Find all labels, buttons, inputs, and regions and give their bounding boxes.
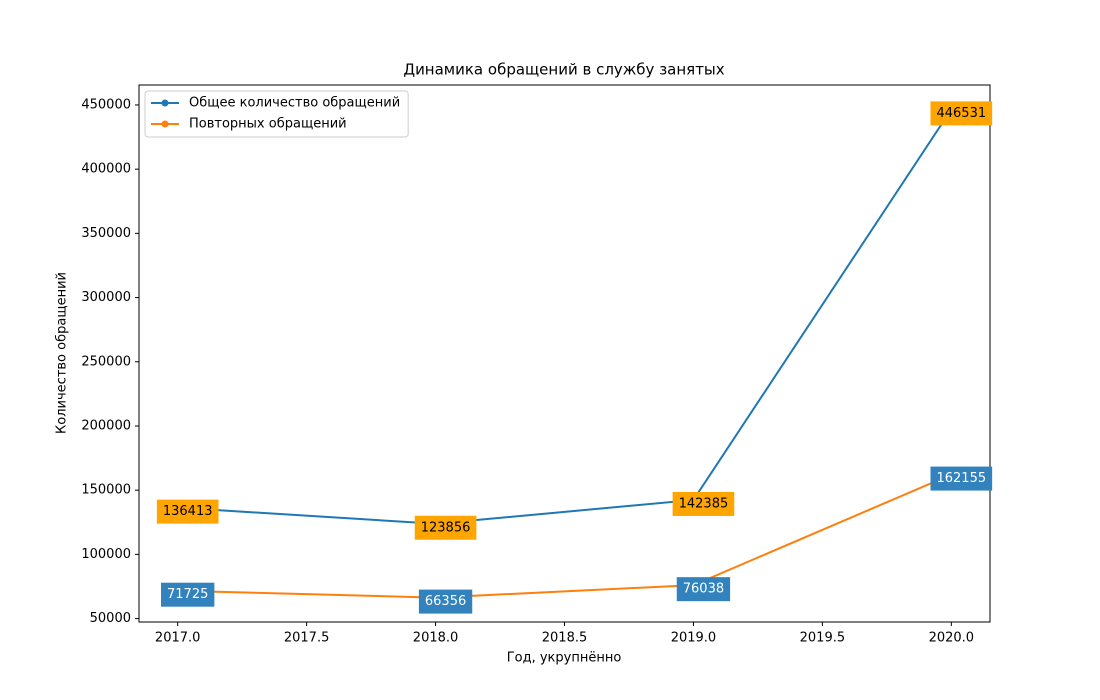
legend-marker	[161, 99, 169, 107]
data-label-box	[672, 491, 735, 516]
data-label-text: 71725	[167, 587, 208, 602]
data-label-box	[418, 589, 473, 614]
x-tick-label: 2018.5	[542, 631, 588, 646]
data-label-text: 136413	[163, 504, 213, 519]
x-tick-label: 2017.5	[284, 631, 330, 646]
x-axis-label: Год, укрупнённо	[507, 651, 622, 666]
x-tick-label: 2018.0	[413, 631, 459, 646]
data-label: 66356	[418, 589, 473, 614]
y-tick-label: 200000	[81, 418, 131, 433]
x-tick-label: 2019.5	[800, 631, 846, 646]
y-tick-label: 250000	[81, 354, 131, 369]
data-label: 123856	[414, 515, 477, 540]
series-line	[177, 473, 952, 599]
y-tick-label: 350000	[81, 226, 131, 241]
data-label-box	[161, 582, 215, 607]
data-label: 162155	[930, 466, 993, 491]
data-label-text: 142385	[679, 496, 729, 511]
series-line	[177, 108, 953, 525]
data-label-text: 123856	[421, 520, 471, 535]
legend-marker	[161, 120, 169, 128]
data-label: 446531	[930, 101, 993, 126]
y-tick-label: 450000	[81, 97, 131, 112]
data-label-box	[930, 101, 993, 126]
legend-box	[144, 90, 409, 138]
x-tick-label: 2020.0	[929, 631, 975, 646]
legend: Общее количество обращений Повторных обра…	[144, 90, 409, 138]
y-tick-label: 300000	[81, 290, 131, 305]
data-label: 142385	[672, 491, 735, 516]
legend-label: Повторных обращений	[189, 117, 347, 132]
plot-frame	[138, 84, 991, 623]
data-label-box	[676, 577, 731, 602]
x-tick-label: 2017.0	[155, 631, 201, 646]
legend-label: Общее количество обращений	[189, 96, 400, 111]
y-axis-label: Количество обращений	[55, 272, 70, 434]
data-label: 76038	[676, 577, 731, 602]
data-label-text: 76038	[683, 582, 724, 597]
chart-title: Динамика обращений в службу занятых	[403, 61, 724, 79]
y-tick-label: 100000	[81, 547, 131, 562]
data-label-box	[156, 499, 219, 524]
data-label-text: 162155	[936, 471, 986, 486]
data-label-box	[930, 466, 993, 491]
data-label-text: 66356	[425, 594, 466, 609]
data-label-text: 446531	[936, 106, 986, 121]
x-tick-label: 2019.0	[671, 631, 717, 646]
data-label-box	[414, 515, 477, 540]
y-tick-label: 400000	[81, 162, 131, 177]
y-tick-label: 150000	[81, 483, 131, 498]
data-label: 136413	[156, 499, 219, 524]
y-tick-label: 50000	[90, 611, 131, 626]
data-label: 71725	[161, 582, 215, 607]
